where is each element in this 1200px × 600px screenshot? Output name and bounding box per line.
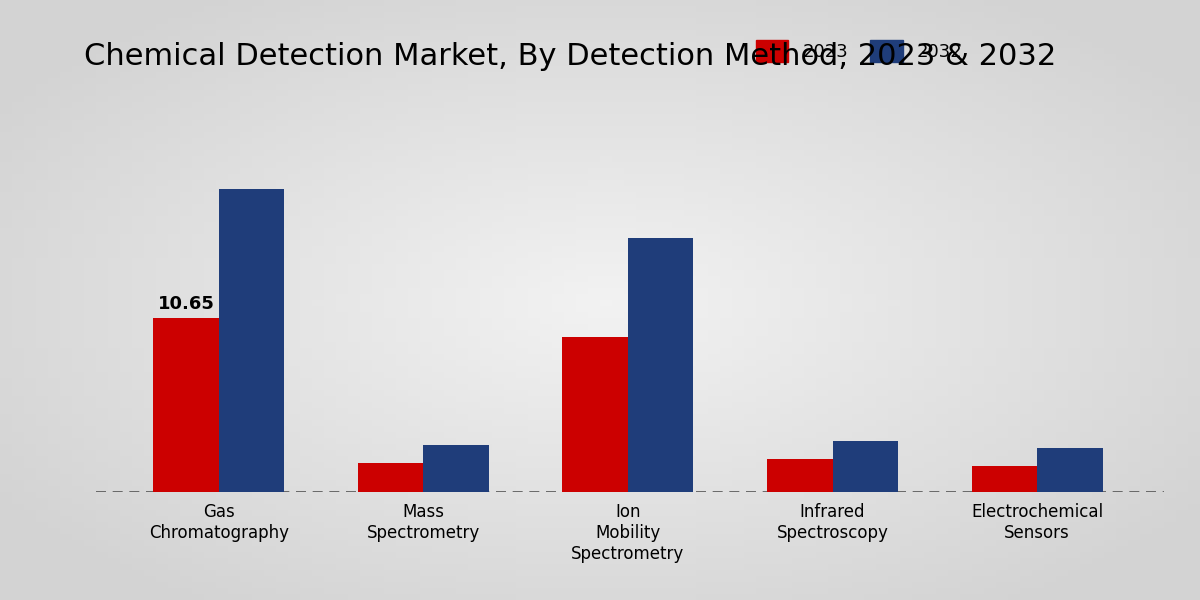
Text: 10.65: 10.65 — [157, 295, 215, 313]
Bar — [358, 463, 424, 492]
Bar — [628, 238, 694, 492]
Bar — [833, 441, 898, 492]
Text: Chemical Detection Market, By Detection Method, 2023 & 2032: Chemical Detection Market, By Detection … — [84, 42, 1056, 71]
Bar — [424, 445, 488, 492]
Bar — [767, 459, 833, 492]
Legend: 2023, 2032: 2023, 2032 — [756, 40, 962, 62]
Bar — [154, 318, 218, 492]
Bar — [972, 466, 1037, 492]
Bar — [1037, 448, 1103, 492]
Bar — [563, 337, 628, 492]
Bar — [218, 189, 284, 492]
